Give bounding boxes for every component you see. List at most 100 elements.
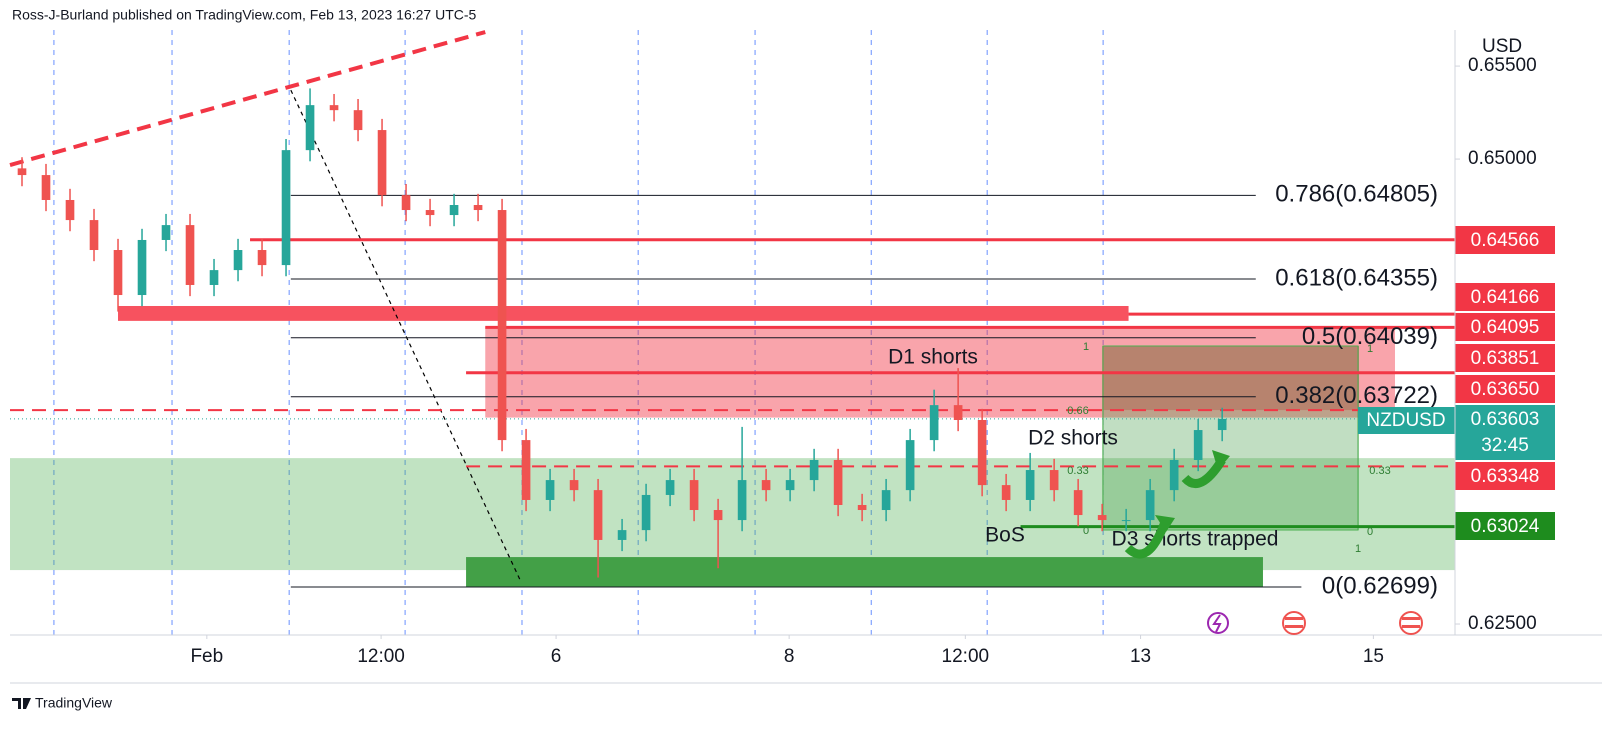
- x-tick-label: 8: [784, 646, 795, 667]
- candle-body: [713, 510, 723, 521]
- position-label: 0.33: [1369, 465, 1390, 477]
- x-tick-label: 12:00: [942, 646, 990, 667]
- price-box-label: 0.63024: [1471, 516, 1540, 537]
- position-label: 0.33: [1067, 465, 1088, 477]
- current-price-box: [1455, 405, 1555, 460]
- candle-body: [785, 480, 795, 491]
- fib-label: 0.618(0.64355): [1275, 264, 1438, 291]
- position-label: 0: [1083, 525, 1089, 537]
- x-tick-label: 12:00: [357, 646, 405, 667]
- candle-body: [929, 405, 939, 441]
- candle-body: [65, 199, 75, 221]
- price-box: [1455, 344, 1555, 372]
- flag-icon: [1402, 617, 1420, 620]
- position-label: 0: [1367, 526, 1373, 538]
- candle-body: [1217, 418, 1227, 431]
- arrow: [1124, 520, 1170, 559]
- logo: [12, 698, 31, 709]
- price-box-label: 0.64566: [1471, 230, 1540, 251]
- symbol-box: [1358, 407, 1455, 434]
- candle-body: [665, 480, 675, 495]
- candle-body: [41, 175, 51, 200]
- candle-body: [185, 225, 195, 285]
- candle-body: [521, 440, 531, 500]
- candle-body: [329, 105, 339, 111]
- candle-body: [1025, 470, 1035, 500]
- candle-body: [353, 110, 363, 131]
- candle-body: [833, 459, 843, 505]
- candle-body: [209, 270, 219, 285]
- price-box-label: 0.64166: [1471, 287, 1540, 308]
- candle-body: [473, 205, 483, 211]
- symbol-label: NZDUSD: [1366, 410, 1445, 431]
- candle-body: [497, 210, 507, 441]
- candle-body: [569, 480, 579, 491]
- price-box-label: 0.63851: [1471, 348, 1540, 369]
- current-price-label: 0.63603: [1471, 409, 1540, 430]
- candle-body: [545, 480, 555, 500]
- price-box: [1455, 512, 1555, 540]
- candle-body: [1145, 490, 1155, 521]
- candle-body: [305, 105, 315, 151]
- price-box: [1455, 375, 1555, 403]
- trendline: [9, 30, 486, 167]
- candle-body: [953, 405, 963, 421]
- candle-body: [257, 250, 267, 266]
- candle-body: [401, 195, 411, 211]
- candle-body: [425, 210, 435, 216]
- candle-body: [689, 480, 699, 511]
- trendline: [290, 89, 521, 581]
- position-label: 1: [1083, 341, 1089, 353]
- position-label: 0.66: [1067, 405, 1088, 417]
- fib-label: 0.382(0.63722): [1275, 382, 1438, 409]
- candle-body: [1049, 470, 1059, 491]
- candle-body: [89, 220, 99, 251]
- candle-body: [1193, 430, 1203, 460]
- candle-body: [17, 168, 27, 176]
- price-box: [1455, 226, 1555, 254]
- fib-label: 0(0.62699): [1322, 572, 1438, 599]
- y-tick-label: 0.65500: [1468, 55, 1537, 76]
- arrow-head: [1212, 450, 1230, 470]
- price-box-label: 0.63348: [1471, 466, 1540, 487]
- price-box-label: 0.63650: [1471, 379, 1540, 400]
- annotation: D1 shorts: [888, 346, 978, 369]
- x-tick-label: 6: [551, 646, 562, 667]
- candle-body: [905, 440, 915, 491]
- candle-body: [377, 130, 387, 196]
- candle-body: [1001, 485, 1011, 500]
- countdown: 32:45: [1481, 435, 1529, 456]
- annotation: D3 shorts trapped: [1112, 528, 1279, 551]
- price-box-label: 0.64095: [1471, 317, 1540, 338]
- candle-body: [977, 420, 987, 486]
- event-icon: [1212, 614, 1222, 633]
- flag-icon: [1285, 617, 1303, 620]
- flag-icon[interactable]: [1282, 611, 1306, 635]
- candle-body: [1097, 515, 1107, 521]
- flag-icon: [1285, 625, 1303, 628]
- arrow-head: [1155, 515, 1175, 532]
- candle-body: [449, 205, 459, 216]
- price-box: [1455, 462, 1555, 490]
- candle-body: [161, 225, 171, 240]
- position-label: 1: [1367, 343, 1373, 355]
- brand: TradingView: [35, 695, 113, 711]
- annotation: BoS: [985, 524, 1025, 547]
- candle-body: [137, 239, 147, 296]
- candle-body: [737, 480, 747, 521]
- flag-icon[interactable]: [1399, 611, 1423, 635]
- y-tick-label: 0.65000: [1468, 148, 1537, 169]
- candle-body: [1169, 459, 1179, 491]
- x-tick-label: 13: [1130, 646, 1151, 667]
- x-tick-label: 15: [1363, 646, 1384, 667]
- flag-icon: [1402, 625, 1420, 628]
- candle-body: [593, 490, 603, 540]
- zone: [1102, 345, 1359, 411]
- event-icon[interactable]: [1207, 612, 1229, 634]
- candle-body: [761, 480, 771, 491]
- candle-body: [881, 490, 891, 511]
- candle-body: [857, 504, 867, 511]
- candle-body: [113, 250, 123, 296]
- fib-label: 0.5(0.64039): [1302, 323, 1438, 350]
- candle-body: [281, 150, 291, 266]
